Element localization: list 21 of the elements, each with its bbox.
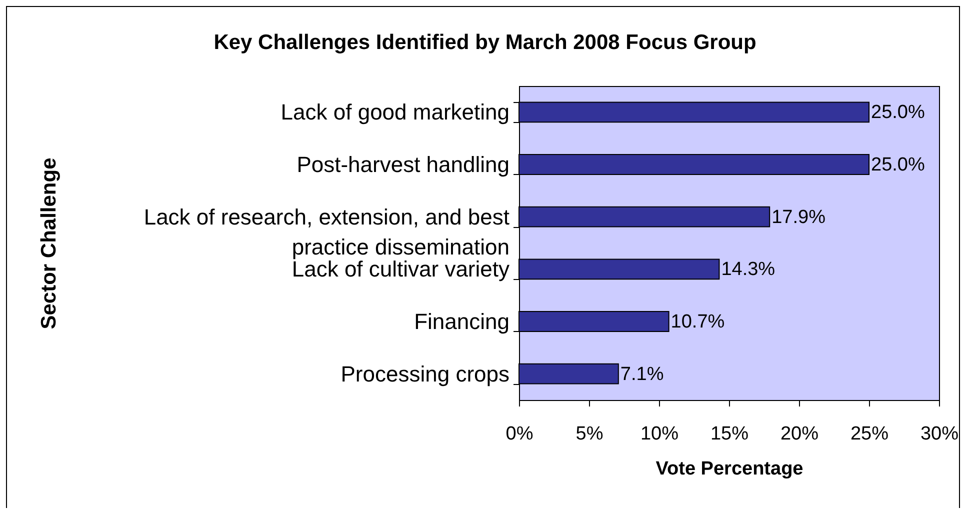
x-tick-label: 10%	[640, 424, 679, 444]
y-tick-label: Lack of research, extension, and best practice dissemination	[144, 204, 510, 260]
y-tick-label: Financing	[414, 309, 510, 334]
data-label: 10.7%	[670, 312, 725, 332]
x-tick-label: 25%	[850, 424, 889, 444]
chart-title: Key Challenges Identified by March 2008 Focus Group	[214, 31, 756, 54]
data-label: 7.1%	[620, 364, 664, 385]
data-label: 17.9%	[772, 206, 826, 228]
y-tick-label: Lack of good marketing	[280, 100, 510, 125]
x-tick-label: 20%	[780, 424, 819, 444]
x-axis-title: Vote Percentage	[656, 458, 804, 480]
x-tick-label: 15%	[710, 424, 749, 444]
data-label: 14.3%	[721, 259, 776, 280]
data-label: 25.0%	[871, 154, 925, 176]
y-tick-label: Processing crops	[340, 361, 510, 386]
x-tick-label: 0%	[506, 424, 534, 444]
y-axis-title: Sector Challenge	[38, 158, 60, 330]
x-tick-label: 30%	[920, 424, 959, 444]
x-tick-label: 5%	[576, 424, 604, 444]
y-tick-label: Post-harvest handling	[296, 152, 510, 177]
data-label: 25.0%	[871, 102, 925, 124]
